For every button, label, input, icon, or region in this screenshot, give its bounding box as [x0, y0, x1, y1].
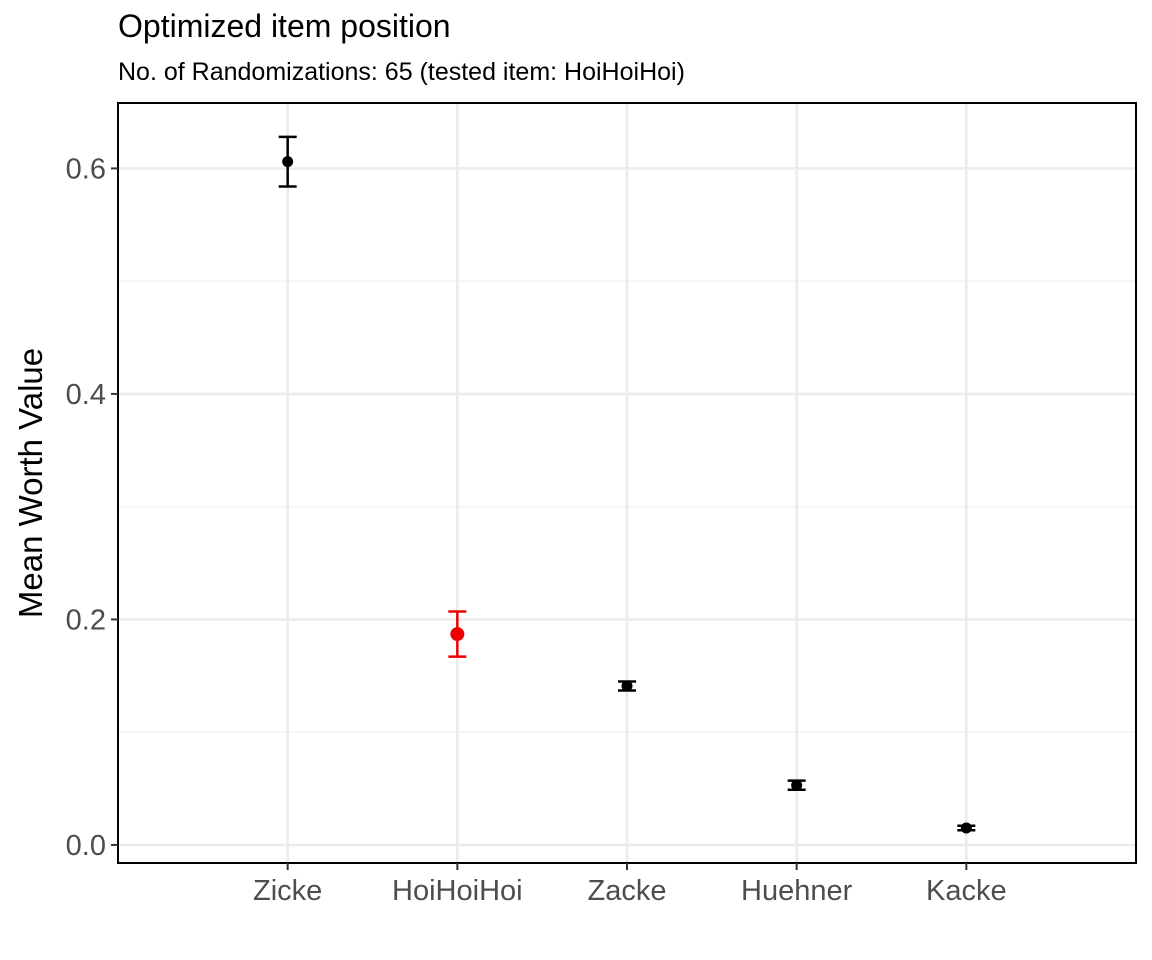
y-axis-title: Mean Worth Value	[12, 348, 49, 618]
point-marker	[960, 822, 972, 834]
x-tick-label: Zicke	[253, 875, 322, 907]
point-marker	[450, 627, 465, 642]
x-tick-label: HoiHoiHoi	[392, 875, 523, 907]
data-point-zacke	[618, 680, 636, 692]
point-marker	[282, 156, 294, 168]
y-tick-label: 0.4	[66, 379, 106, 411]
data-point-hoihoihoi	[448, 610, 467, 658]
chart-subtitle: No. of Randomizations: 65 (tested item: …	[118, 58, 685, 86]
x-tick-label: Zacke	[588, 875, 667, 907]
data-points	[278, 135, 976, 834]
y-tick-label: 0.0	[66, 830, 106, 862]
chart-title: Optimized item position	[118, 8, 451, 44]
point-marker	[791, 779, 803, 791]
data-point-kacke	[957, 822, 976, 834]
x-tick-label: Kacke	[926, 875, 1007, 907]
y-tick-label: 0.2	[66, 604, 106, 636]
data-point-zicke	[278, 135, 297, 188]
data-point-huehner	[787, 779, 806, 791]
x-tick-label: Huehner	[741, 875, 853, 907]
grid-lines	[118, 103, 1136, 863]
axis-ticks: 0.0 0.2 0.4 0.6 Zicke HoiHoiHoi Zacke Huehner Ka…	[66, 153, 1007, 907]
point-marker	[621, 680, 633, 692]
y-tick-label: 0.6	[66, 153, 106, 185]
